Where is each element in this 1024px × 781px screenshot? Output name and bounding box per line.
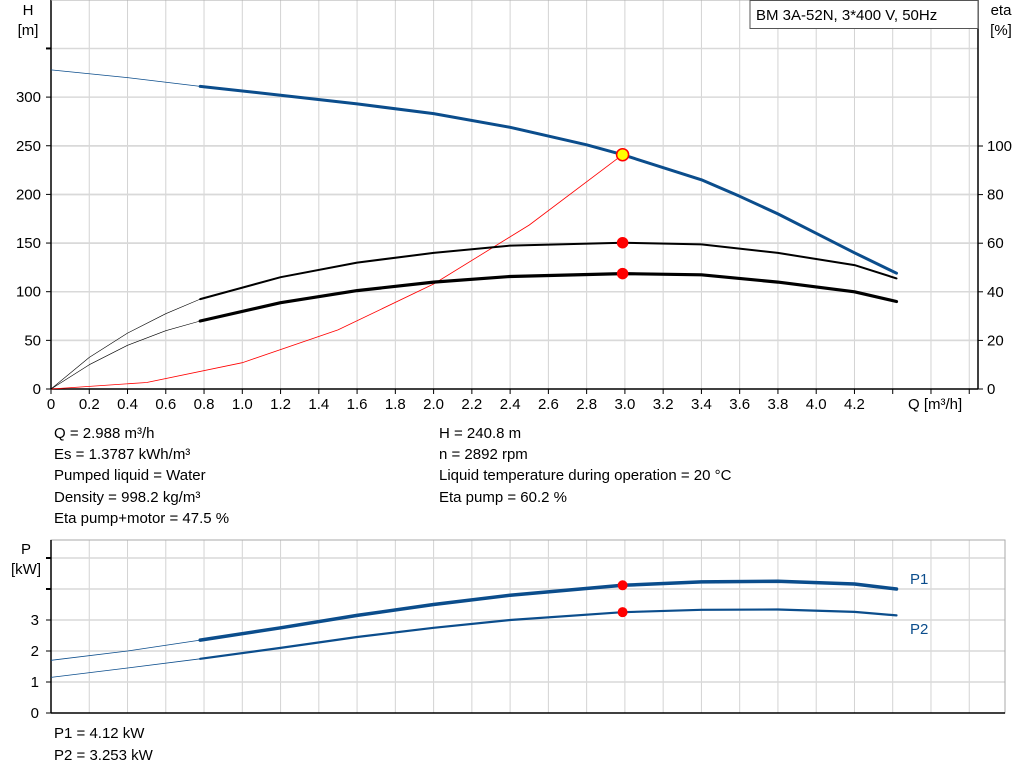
x-tick-label: 0.2 [79,396,100,413]
eta-pump-motor-curve [198,272,899,323]
x-tick-label: 0 [47,396,55,413]
eta-pump-motor-curve-extended [50,273,897,390]
y2-axis-label: eta [991,2,1013,19]
title-box [749,0,979,29]
operating-point-marker [615,147,630,162]
y-tick-label: 250 [16,138,41,155]
p1-series-label: P1 [910,571,928,588]
y2-axis-unit: [%] [990,22,1012,39]
chart-title: BM 3A-52N, 3*400 V, 50Hz [756,7,937,24]
x-tick-label: 3.8 [768,396,789,413]
plot-border [50,539,1006,714]
y-tick-label: 50 [24,332,41,349]
x-tick-label: 1.8 [385,396,406,413]
x-tick-label: 2.8 [576,396,597,413]
info-p2: P2 = 3.253 kW [54,747,153,764]
x-tick-label: 3.2 [653,396,674,413]
operating-point-marker [617,580,628,591]
eta-pump-curve-extended [50,242,897,390]
info-es: Es = 1.3787 kWh/m³ [54,446,191,463]
y-tick-label: 150 [16,235,41,252]
y-tick-label: 2 [31,643,39,660]
info-eta-pump: Eta pump = 60.2 % [439,489,567,506]
x-tick-label: 1.2 [270,396,291,413]
info-q: Q = 2.988 m³/h [54,425,155,442]
info-eta-pump-motor: Eta pump+motor = 47.5 % [54,510,230,527]
system-curve [50,154,623,390]
y-tick-label: 200 [16,186,41,203]
x-tick-label: 0.6 [155,396,176,413]
x-tick-label: 3.4 [691,396,712,413]
y2-tick-label: 100 [987,138,1012,155]
y2-tick-label: 20 [987,332,1004,349]
y-tick-label: 0 [33,381,41,398]
x-tick-label: 4.0 [806,396,827,413]
y2-tick-label: 40 [987,284,1004,301]
x-tick-label: 1.6 [347,396,368,413]
y-tick-label: 0 [31,705,39,722]
info-h: H = 240.8 m [439,425,522,442]
y-tick-label: 1 [31,674,39,691]
x-tick-label: 2.2 [461,396,482,413]
y-tick-label: 3 [31,612,39,629]
x-tick-label: 0.4 [117,396,138,413]
x-tick-label: 1.0 [232,396,253,413]
eta-pump-curve [199,241,898,301]
info-density: Density = 998.2 kg/m³ [54,489,201,506]
p2-series-label: P2 [910,621,928,638]
x-tick-label: 2.4 [500,396,521,413]
p2-curve [199,608,898,660]
info-liquid: Pumped liquid = Water [54,467,206,484]
y-tick-label: 300 [16,89,41,106]
x-tick-label: 1.4 [308,396,329,413]
operating-point-marker [616,236,629,249]
x-tick-label: 3.0 [614,396,635,413]
info-p1: P1 = 4.12 kW [54,725,145,742]
info-n: n = 2892 rpm [439,446,528,463]
operating-point-marker [616,267,629,280]
y-axis-unit: [kW] [11,561,41,578]
operating-point-marker [617,607,628,618]
y-axis-label: P [21,541,31,558]
y-tick-label: 100 [16,284,41,301]
info-liquid-temp: Liquid temperature during operation = 20… [439,467,732,484]
p1-curve [198,579,899,642]
x-axis-label: Q [m³/h] [908,396,962,413]
y2-tick-label: 60 [987,235,1004,252]
x-tick-label: 4.2 [844,396,865,413]
y-axis-label: H [23,2,34,19]
y2-tick-label: 80 [987,187,1004,204]
x-tick-label: 2.0 [423,396,444,413]
x-tick-label: 3.6 [729,396,750,413]
y2-tick-label: 0 [987,381,995,398]
y-axis-unit: [m] [18,22,39,39]
p1-curve-extended [50,580,897,661]
x-tick-label: 0.8 [194,396,215,413]
x-tick-label: 2.6 [538,396,559,413]
